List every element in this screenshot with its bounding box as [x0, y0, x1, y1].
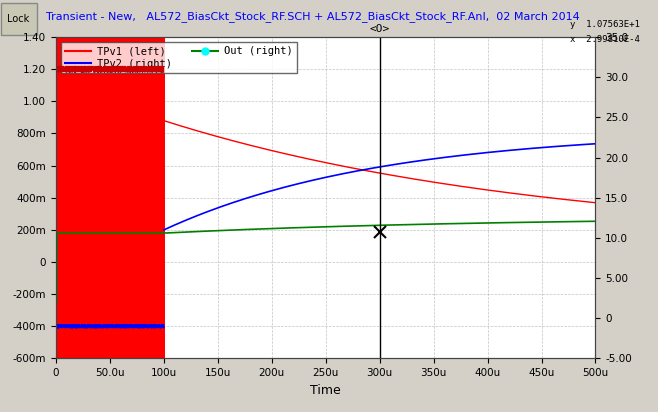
Legend: TPv1 (left), TPv2 (right), Out (right): TPv1 (left), TPv2 (right), Out (right) — [61, 42, 297, 73]
Text: <O>: <O> — [370, 24, 390, 34]
X-axis label: Time: Time — [311, 384, 341, 397]
Text: Transient - New,   AL572_BiasCkt_Stock_RF.SCH + AL572_BiasCkt_Stock_RF.AnI,  02 : Transient - New, AL572_BiasCkt_Stock_RF.… — [46, 11, 580, 22]
Text: Lock: Lock — [7, 14, 30, 23]
Text: y  1.07563E+1: y 1.07563E+1 — [570, 20, 640, 29]
Text: x  2.99810E-4: x 2.99810E-4 — [570, 35, 640, 44]
FancyBboxPatch shape — [1, 2, 37, 35]
